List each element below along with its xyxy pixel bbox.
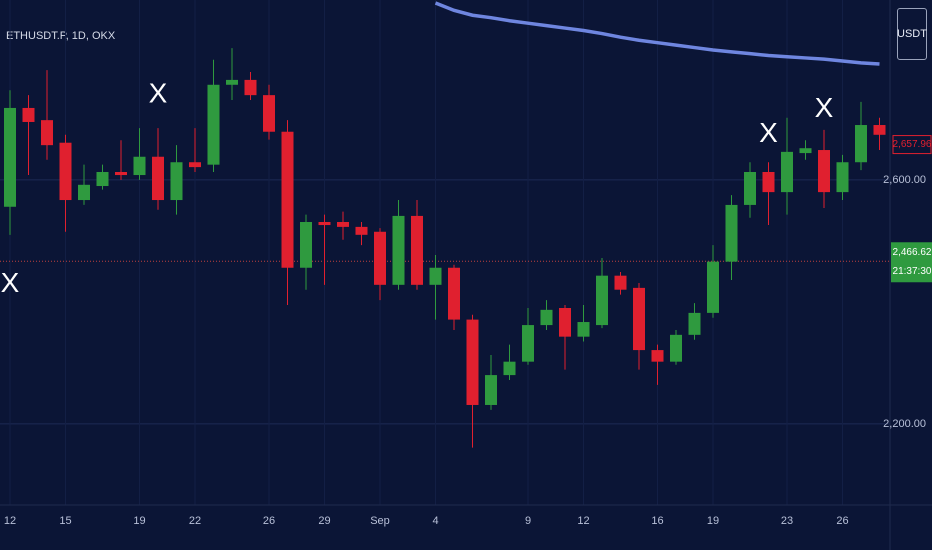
price-label-box bbox=[891, 242, 932, 283]
candle-body bbox=[596, 275, 608, 326]
candle-body bbox=[4, 107, 16, 207]
candle-body bbox=[78, 184, 90, 201]
candle-body bbox=[670, 334, 682, 362]
x-tick-label: 12 bbox=[4, 515, 16, 527]
y-tick-label: 2,200.00 bbox=[883, 418, 926, 430]
candle-body bbox=[485, 375, 497, 405]
x-tick-label: 19 bbox=[707, 515, 719, 527]
x-tick-label: 23 bbox=[781, 515, 793, 527]
candle-body bbox=[781, 151, 793, 193]
x-tick-label: Sep bbox=[370, 515, 390, 527]
candle-body bbox=[762, 171, 775, 193]
candle-body bbox=[226, 79, 238, 85]
candle-body bbox=[429, 267, 442, 285]
candle-body bbox=[411, 215, 423, 285]
candle-body bbox=[540, 309, 553, 326]
candle-body bbox=[115, 171, 127, 176]
countdown-label: 21:37:30 bbox=[893, 266, 932, 277]
candle-body bbox=[725, 204, 738, 262]
candle-body bbox=[152, 156, 164, 201]
candle-body bbox=[503, 361, 516, 376]
price-marker-box bbox=[892, 135, 932, 155]
currency-button[interactable]: USDT bbox=[897, 8, 927, 60]
candle-body bbox=[355, 226, 368, 235]
candle-body bbox=[318, 222, 331, 226]
annotation-marker: X bbox=[759, 117, 778, 148]
candle-body bbox=[707, 261, 719, 313]
candle-body bbox=[300, 222, 312, 268]
candle-body bbox=[855, 125, 867, 163]
candle-body bbox=[337, 222, 349, 227]
candle-body bbox=[392, 215, 405, 285]
candle-body bbox=[96, 171, 109, 187]
candle-body bbox=[836, 162, 849, 193]
x-tick-label: 4 bbox=[432, 515, 438, 527]
candle-body bbox=[577, 322, 590, 337]
candle-body bbox=[466, 319, 479, 405]
candle-body bbox=[688, 312, 701, 335]
x-tick-label: 16 bbox=[651, 515, 663, 527]
annotation-marker: X bbox=[1, 267, 20, 298]
candle-body bbox=[744, 171, 756, 205]
candle-body bbox=[614, 275, 627, 290]
x-tick-label: 29 bbox=[318, 515, 330, 527]
candle-body bbox=[522, 325, 534, 362]
annotation-marker: X bbox=[815, 92, 834, 123]
candle-body bbox=[559, 308, 571, 337]
candle-body bbox=[818, 150, 830, 193]
annotation-marker: X bbox=[149, 78, 168, 109]
candle-body bbox=[41, 120, 53, 146]
candle-body bbox=[170, 162, 183, 201]
candle-body bbox=[374, 231, 386, 285]
x-tick-label: 22 bbox=[189, 515, 201, 527]
x-tick-label: 9 bbox=[525, 515, 531, 527]
candle-body bbox=[59, 142, 72, 201]
x-tick-label: 15 bbox=[59, 515, 71, 527]
candle-body bbox=[873, 125, 886, 135]
chart-title: ETHUSDT.P, 1D, OKX bbox=[6, 30, 116, 42]
candle-body bbox=[799, 148, 812, 154]
x-tick-label: 26 bbox=[836, 515, 848, 527]
candle-body bbox=[263, 95, 275, 132]
candle-body bbox=[651, 350, 664, 362]
x-tick-label: 26 bbox=[263, 515, 275, 527]
y-tick-label: 2,600.00 bbox=[883, 174, 926, 186]
candle-body bbox=[244, 79, 257, 96]
moving-average-line bbox=[434, 1, 880, 66]
price-marker-label: 2,657.96 bbox=[893, 139, 932, 150]
x-tick-label: 12 bbox=[577, 515, 589, 527]
candle-body bbox=[633, 287, 645, 351]
x-tick-label: 19 bbox=[133, 515, 145, 527]
candle-body bbox=[133, 156, 146, 176]
candle-body bbox=[189, 162, 201, 168]
plot-area: X X X X bbox=[0, 0, 890, 505]
candle-body bbox=[281, 131, 294, 268]
candle-body bbox=[22, 107, 35, 122]
price-label: 2,466.62 bbox=[893, 247, 932, 258]
candle-body bbox=[448, 267, 460, 320]
candle-body bbox=[207, 84, 220, 165]
